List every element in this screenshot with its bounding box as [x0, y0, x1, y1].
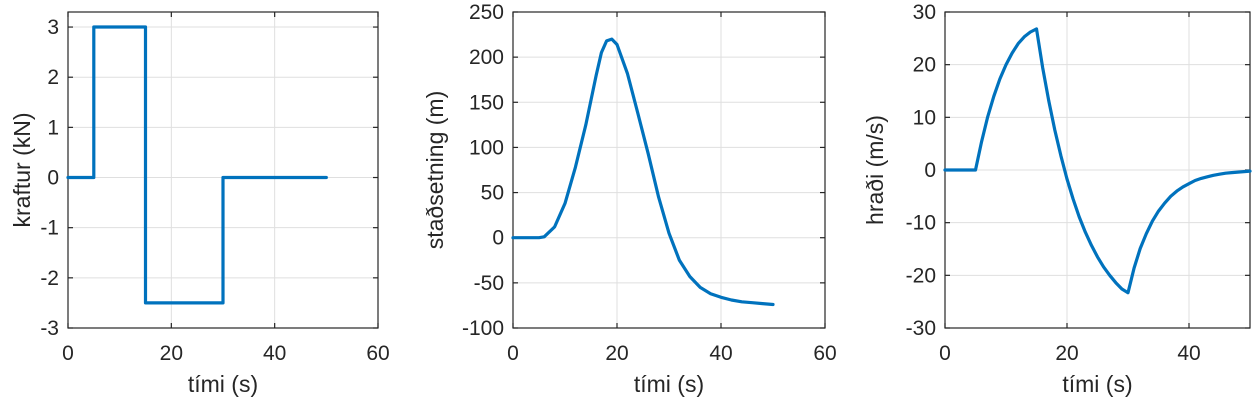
y-tick-label: 50 [481, 182, 504, 205]
x-tick-label: 40 [1177, 342, 1200, 365]
y-tick-label: 200 [469, 46, 504, 69]
y-axis-label: kraftur (kN) [9, 113, 35, 228]
x-tick-label: 20 [1055, 342, 1078, 365]
y-tick-label: -30 [906, 317, 936, 340]
x-tick-label: 40 [709, 342, 732, 365]
y-tick-label: 150 [469, 91, 504, 114]
y-tick-label: -50 [474, 272, 504, 295]
series-line [511, 37, 775, 307]
y-tick-label: -3 [40, 317, 59, 340]
x-tick-label: 60 [813, 342, 836, 365]
y-tick-label: 250 [469, 1, 504, 24]
y-tick-label: 30 [913, 1, 936, 24]
y-tick-label: 10 [913, 106, 936, 129]
y-axis-label: staðsetning (m) [422, 91, 448, 250]
x-axis-label: tími (s) [634, 371, 704, 397]
x-tick-label: 40 [263, 342, 286, 365]
panel-3: 0 20 40 -30 -20 -10 0 10 20 30 tími (s) hraði (m/s) [862, 1, 1252, 397]
axes-frame [512, 11, 826, 329]
x-tick-label: 20 [160, 342, 183, 365]
y-tick-label: 100 [469, 136, 504, 159]
y-axis-label: hraði (m/s) [862, 115, 888, 225]
y-tick-label: 0 [924, 159, 936, 182]
y-tick-label: -1 [40, 217, 59, 240]
x-tick-label: 0 [507, 342, 519, 365]
x-axis-label: tími (s) [1062, 371, 1132, 397]
y-tick-label: 20 [913, 54, 936, 77]
y-tick-label: 2 [47, 66, 59, 89]
x-axis-label: tími (s) [188, 371, 258, 397]
y-tick-label: -10 [906, 212, 936, 235]
x-tick-label: 60 [366, 342, 389, 365]
axes-frame [67, 11, 379, 329]
y-tick-label: -100 [462, 317, 504, 340]
y-tick-label: 0 [47, 167, 59, 190]
y-tick-label: 1 [47, 116, 59, 139]
x-tick-label: 0 [62, 342, 74, 365]
y-tick-label: -2 [40, 267, 59, 290]
y-tick-label: 0 [492, 227, 504, 250]
x-tick-label: 20 [605, 342, 628, 365]
panel-2: 0 20 40 60 -100 -50 0 50 100 150 200 250 tími (s) sta… [422, 1, 837, 397]
y-tick-label: -20 [906, 264, 936, 287]
x-tick-label: 0 [939, 342, 951, 365]
series-line [66, 25, 328, 305]
y-tick-label: 3 [47, 16, 59, 39]
panel-1: 0 20 40 60 -3 -2 -1 0 1 2 3 tími (s) kraftur (kN) [9, 11, 390, 397]
series-line [943, 27, 1252, 295]
